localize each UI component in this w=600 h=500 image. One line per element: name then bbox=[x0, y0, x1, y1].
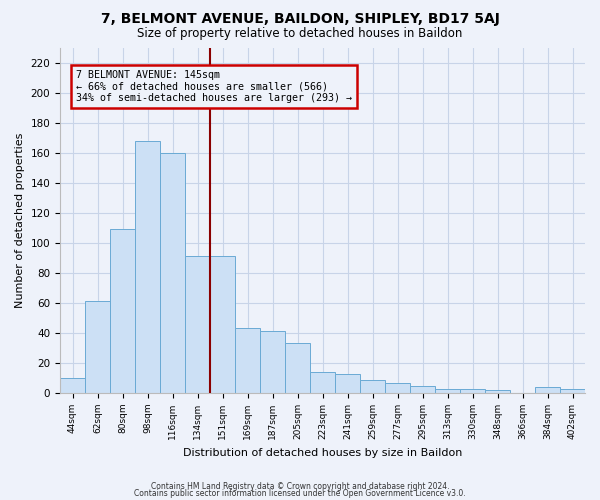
Bar bbox=[335, 374, 360, 393]
Bar bbox=[485, 390, 510, 393]
Bar bbox=[310, 372, 335, 393]
Bar bbox=[85, 302, 110, 393]
Y-axis label: Number of detached properties: Number of detached properties bbox=[15, 132, 25, 308]
Bar bbox=[235, 328, 260, 393]
Bar bbox=[110, 230, 135, 393]
Bar bbox=[185, 256, 210, 393]
Bar bbox=[410, 386, 435, 393]
Bar bbox=[435, 388, 460, 393]
Bar bbox=[385, 382, 410, 393]
Bar bbox=[135, 140, 160, 393]
Text: Size of property relative to detached houses in Baildon: Size of property relative to detached ho… bbox=[137, 28, 463, 40]
Text: Contains public sector information licensed under the Open Government Licence v3: Contains public sector information licen… bbox=[134, 489, 466, 498]
Bar bbox=[210, 256, 235, 393]
Bar bbox=[560, 388, 585, 393]
Bar bbox=[260, 332, 285, 393]
Bar bbox=[360, 380, 385, 393]
Bar bbox=[160, 152, 185, 393]
Bar bbox=[460, 388, 485, 393]
Bar bbox=[285, 344, 310, 393]
Bar bbox=[60, 378, 85, 393]
Text: 7 BELMONT AVENUE: 145sqm
← 66% of detached houses are smaller (566)
34% of semi-: 7 BELMONT AVENUE: 145sqm ← 66% of detach… bbox=[76, 70, 352, 103]
Text: 7, BELMONT AVENUE, BAILDON, SHIPLEY, BD17 5AJ: 7, BELMONT AVENUE, BAILDON, SHIPLEY, BD1… bbox=[101, 12, 499, 26]
Text: Contains HM Land Registry data © Crown copyright and database right 2024.: Contains HM Land Registry data © Crown c… bbox=[151, 482, 449, 491]
X-axis label: Distribution of detached houses by size in Baildon: Distribution of detached houses by size … bbox=[183, 448, 462, 458]
Bar bbox=[535, 387, 560, 393]
